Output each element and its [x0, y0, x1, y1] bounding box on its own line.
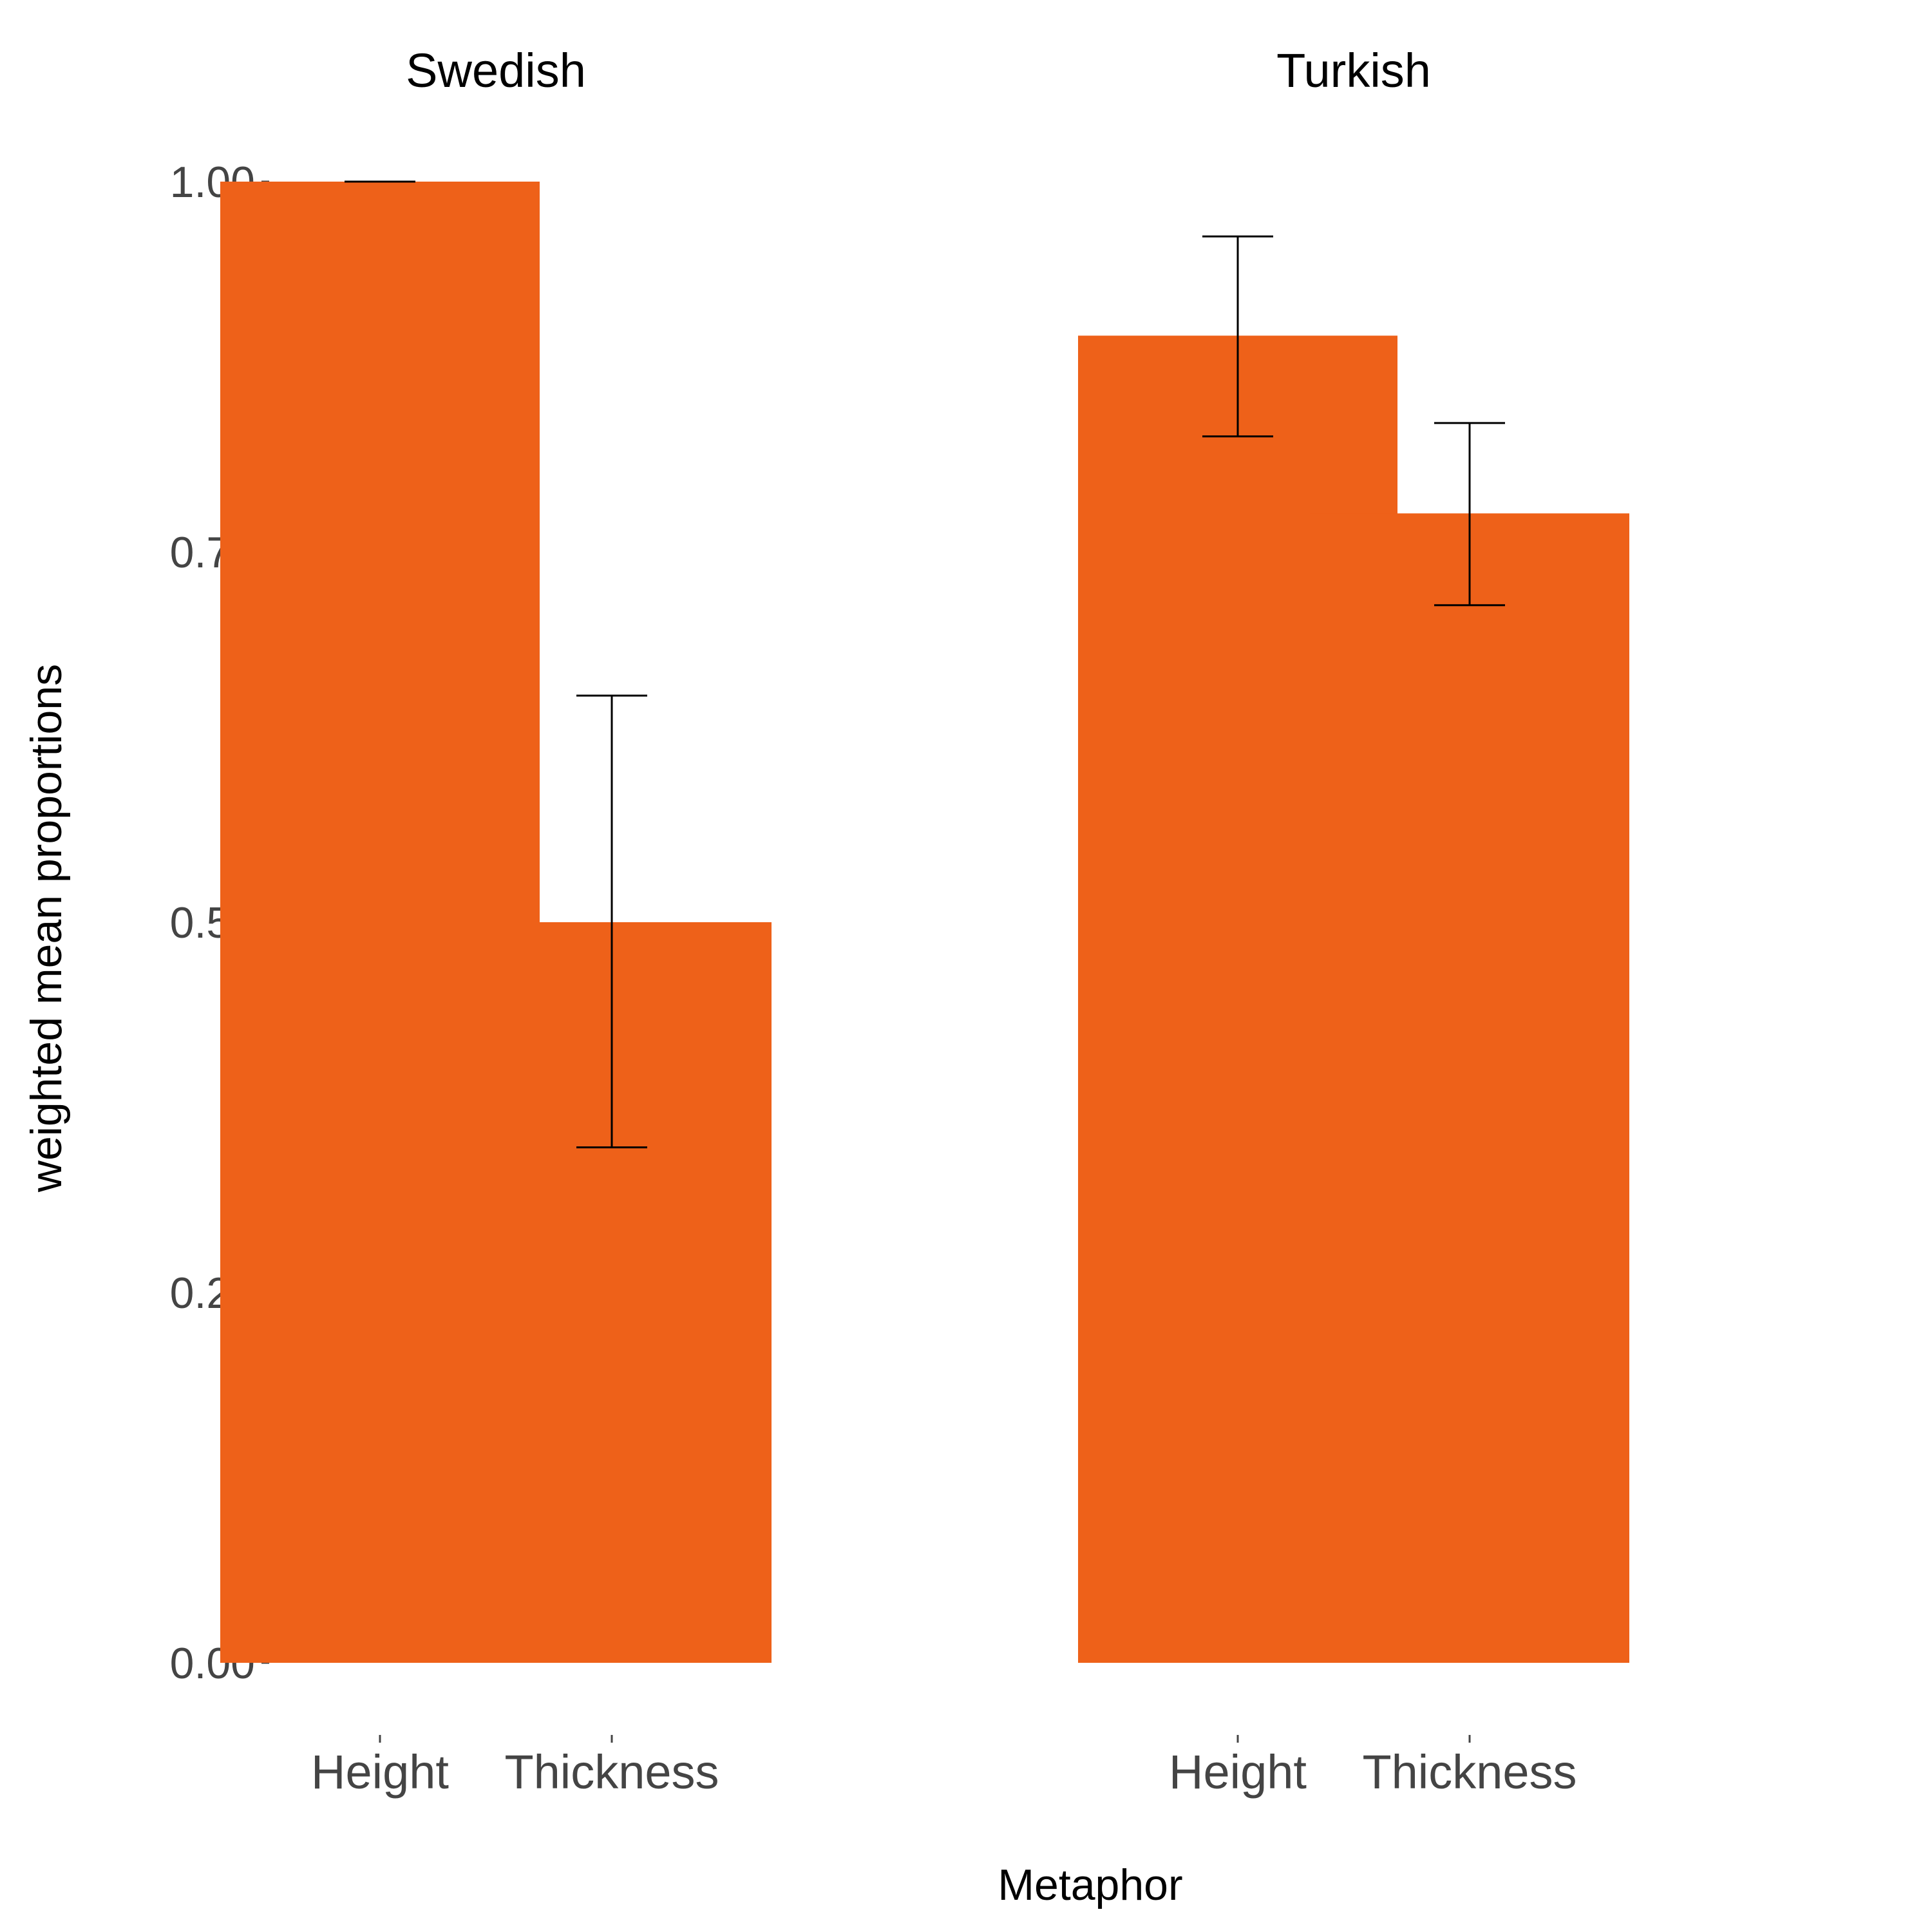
error-bar-turkish-thickness: [1434, 422, 1505, 607]
x-axis-label: Metaphor: [998, 1861, 1182, 1909]
x-axis: Height Thickness Height Thickness: [311, 1735, 1577, 1799]
panel-titles: Swedish Turkish: [406, 44, 1431, 97]
y-axis-label: weighted mean proportions: [22, 664, 71, 1193]
error-bars: [345, 180, 1505, 1149]
error-bar-swedish-thickness: [576, 694, 647, 1149]
x-tick-label: Height: [311, 1745, 449, 1799]
bars: [220, 182, 1629, 1663]
x-tick-label: Height: [1169, 1745, 1307, 1799]
x-tick-label: Thickness: [1362, 1745, 1577, 1799]
panel-title-swedish: Swedish: [406, 44, 586, 97]
x-tick-label: Thickness: [504, 1745, 719, 1799]
error-bar-turkish-height: [1202, 235, 1273, 438]
bar-turkish-thickness: [1310, 513, 1629, 1663]
panel-title-turkish: Turkish: [1276, 44, 1431, 97]
